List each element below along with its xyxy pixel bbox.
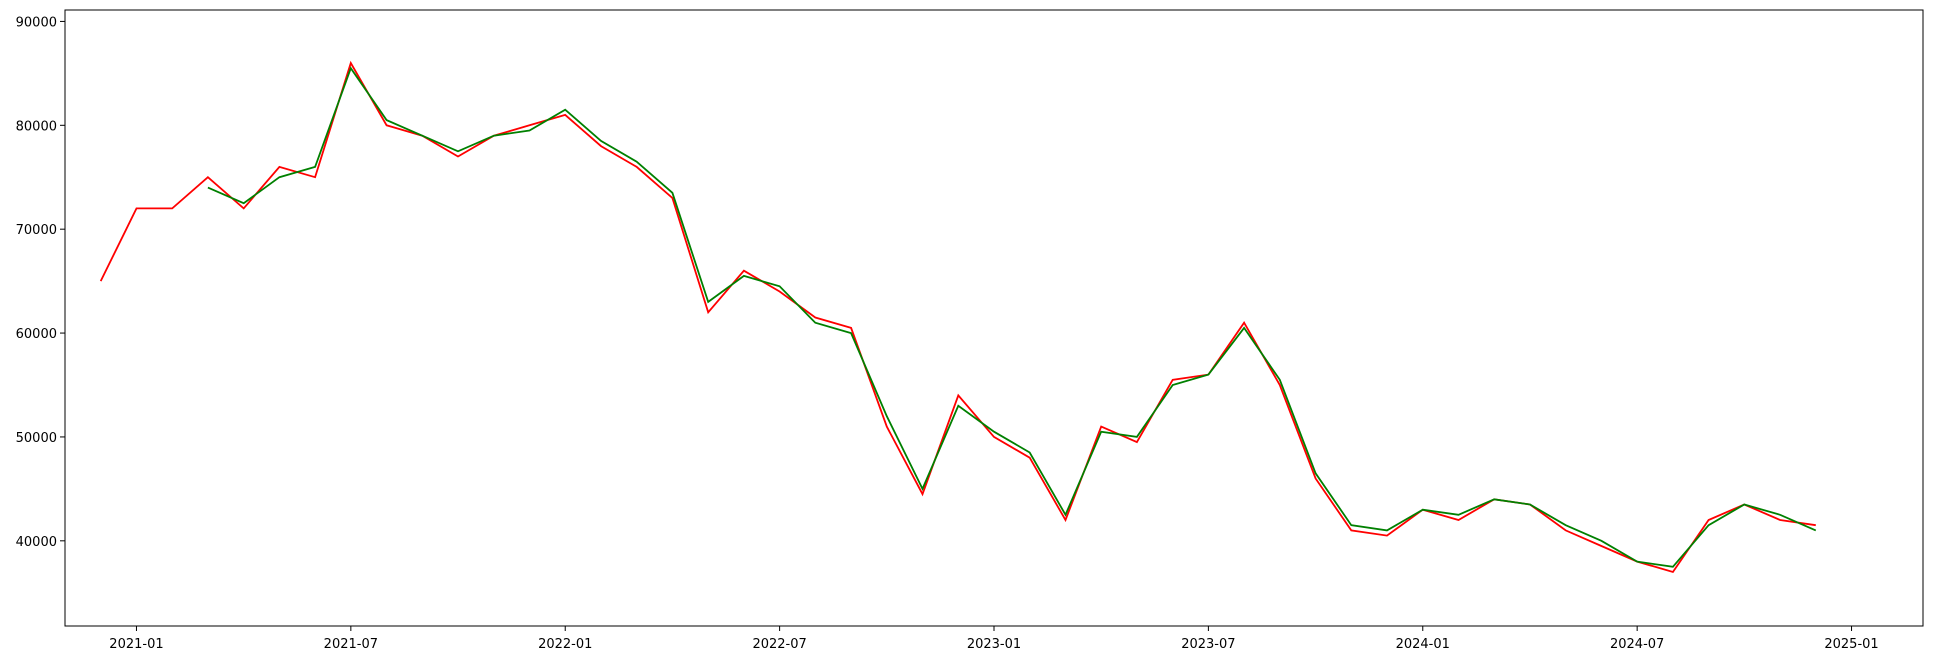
x-tick-label: 2024-07 [1610,637,1664,652]
x-tick-label: 2022-07 [752,637,806,652]
y-tick-label: 60000 [16,327,57,342]
y-tick-label: 50000 [16,431,57,446]
x-tick-label: 2022-01 [538,637,592,652]
x-tick-label: 2023-01 [967,637,1021,652]
x-tick-label: 2025-01 [1824,637,1878,652]
y-tick-label: 80000 [16,119,57,134]
x-tick-label: 2021-01 [109,637,163,652]
x-tick-label: 2024-01 [1396,637,1450,652]
plot-frame [64,9,1924,627]
y-tick-label: 40000 [16,535,57,550]
x-tick-label: 2021-07 [324,637,378,652]
y-tick-label: 70000 [16,223,57,238]
series-line [99,60,1816,574]
x-tick-label: 2023-07 [1181,637,1235,652]
y-tick-label: 90000 [16,15,57,30]
series-line [207,66,1817,568]
